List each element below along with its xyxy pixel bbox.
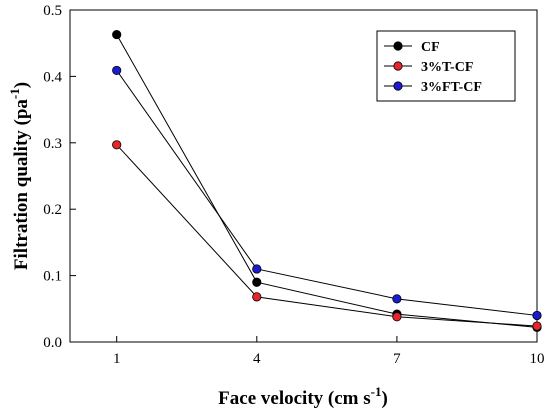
y-tick-label: 0.4 bbox=[43, 69, 62, 85]
y-axis: 0.0 0.1 0.2 0.3 0.4 0.5 bbox=[43, 3, 76, 351]
legend-label: 3%FT-CF bbox=[421, 80, 482, 95]
x-tick-label: 4 bbox=[253, 351, 261, 367]
y-tick-label: 0.3 bbox=[43, 136, 62, 152]
y-tick-label: 0.1 bbox=[43, 269, 62, 285]
data-point bbox=[392, 312, 402, 322]
x-tick-label: 1 bbox=[113, 351, 121, 367]
data-point bbox=[252, 277, 262, 287]
y-axis-title: Filtration quality (pa-1) bbox=[7, 82, 32, 270]
legend-marker bbox=[393, 41, 403, 51]
x-axis: 1 4 7 10 bbox=[113, 336, 545, 367]
data-point bbox=[252, 264, 262, 274]
series-points bbox=[112, 29, 542, 332]
y-tick-label: 0.5 bbox=[43, 3, 62, 19]
data-point bbox=[252, 292, 262, 302]
series-line bbox=[116, 144, 538, 327]
series-line bbox=[116, 70, 538, 316]
x-tick-label: 7 bbox=[393, 351, 401, 367]
x-axis-title: Face velocity (cm s-1) bbox=[218, 384, 388, 409]
y-tick-label: 0.0 bbox=[43, 335, 62, 351]
legend-label: CF bbox=[421, 40, 440, 55]
series-line bbox=[116, 34, 538, 328]
y-tick-label: 0.2 bbox=[43, 202, 62, 218]
legend-marker bbox=[393, 81, 403, 91]
series-lines bbox=[116, 34, 538, 328]
data-point bbox=[112, 65, 122, 76]
data-point bbox=[392, 294, 402, 304]
legend-marker bbox=[393, 61, 403, 71]
data-point bbox=[532, 321, 542, 331]
data-point bbox=[112, 29, 122, 40]
data-point bbox=[112, 140, 122, 150]
data-point bbox=[532, 310, 542, 321]
x-tick-label: 10 bbox=[530, 351, 545, 367]
legend-label: 3%T-CF bbox=[421, 60, 473, 75]
plot-frame bbox=[69, 9, 538, 343]
legend: CF 3%T-CF 3%FT-CF bbox=[376, 30, 516, 102]
